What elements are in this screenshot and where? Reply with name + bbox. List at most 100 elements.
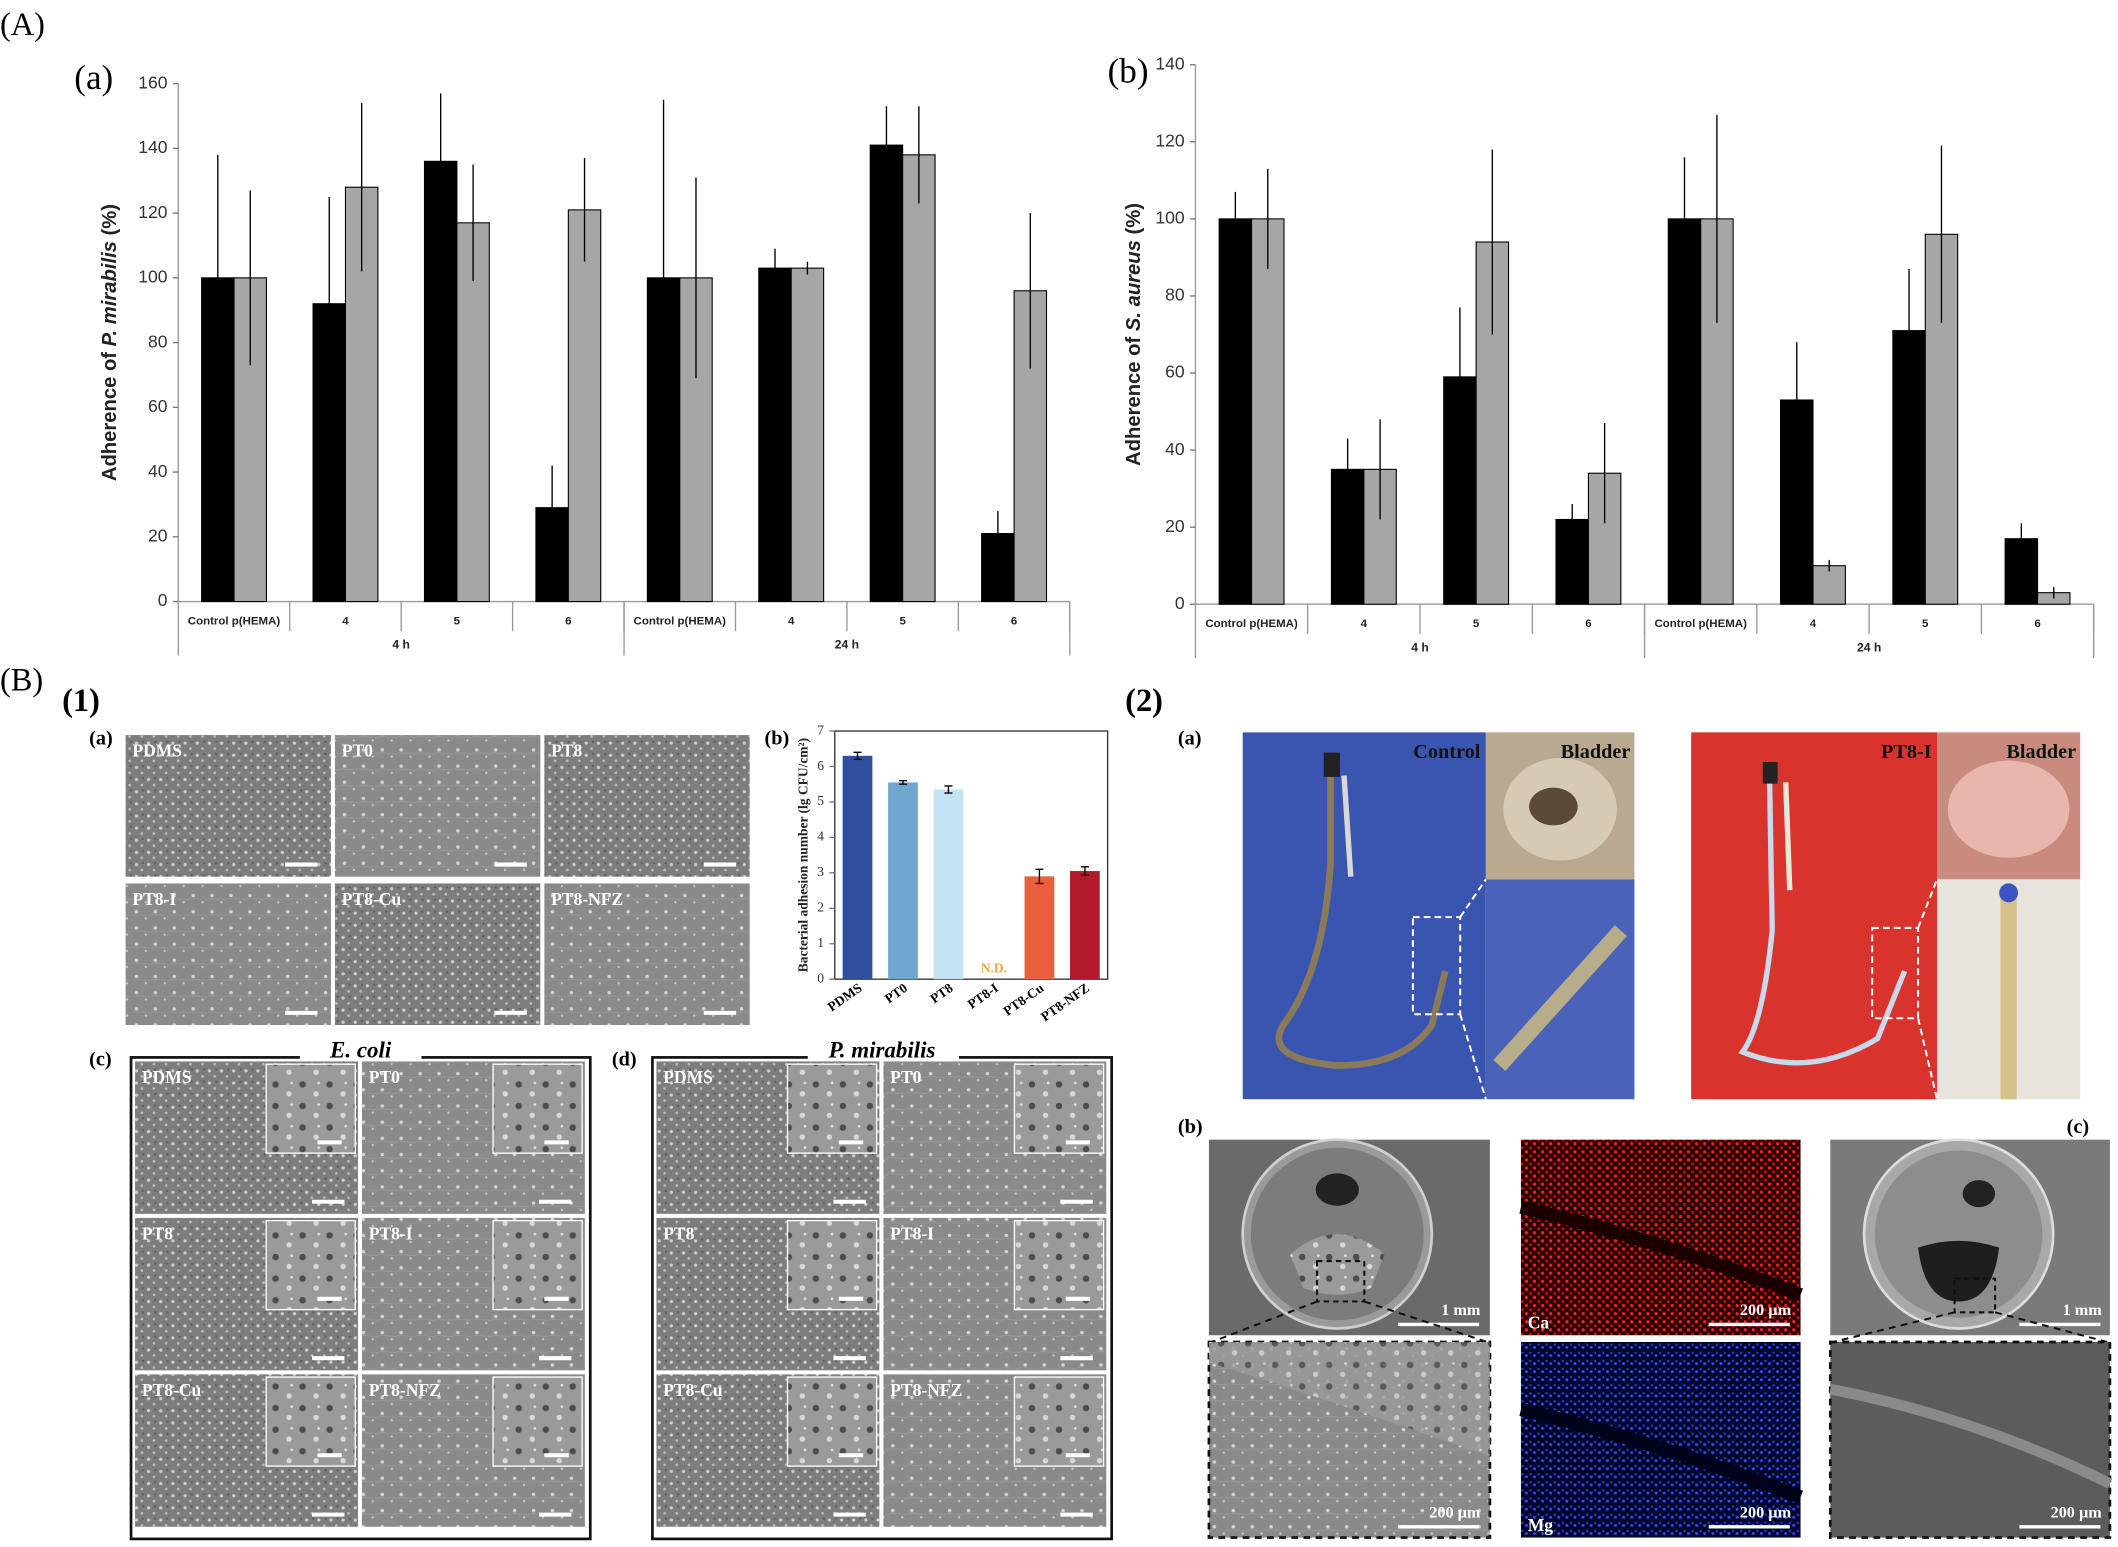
y-tick-label: 60 (148, 396, 168, 416)
figure-label: (B) (0, 663, 43, 699)
micrograph-label: PT8-NFZ (890, 1380, 962, 1400)
micrograph-label: PT8-NFZ (369, 1380, 441, 1400)
photo-label: Control (1413, 741, 1481, 763)
bar (1070, 871, 1100, 980)
figure-label: (A) (0, 7, 45, 43)
bar (869, 144, 904, 603)
map-label: Ca (1528, 1313, 1550, 1333)
bar (842, 755, 873, 980)
x-tick-label: 4 (1810, 618, 1817, 630)
x-tick-label: Control p(HEMA) (1654, 618, 1747, 630)
y-axis-label-part: S. aureus (1123, 240, 1145, 331)
micrograph-inset (265, 1219, 356, 1311)
y-axis-label-part: P. mirabilis (99, 241, 121, 346)
panel-label: (a) (1178, 728, 1202, 750)
micrograph-label: PT0 (890, 1067, 921, 1087)
micrograph-label: PDMS (132, 741, 182, 761)
panel-label: (c) (89, 1049, 111, 1071)
x-tick-label: PT0 (882, 980, 910, 1006)
y-axis-label-part: Adherence of (1123, 331, 1145, 466)
micrograph-label: PT8-Cu (342, 889, 402, 909)
x-tick-label: PDMS (825, 980, 865, 1014)
x-tick-label: 5 (899, 615, 906, 627)
sem-treated: 1 mm 200 µm (1828, 1138, 2113, 1539)
micrograph-label: PT0 (369, 1067, 400, 1087)
x-tick-label: Control p(HEMA) (1205, 618, 1298, 630)
micrograph-inset (1013, 1219, 1105, 1311)
chart-title: (b) (765, 728, 790, 750)
micrograph-label: PT8 (551, 741, 582, 761)
y-tick-label: 0 (817, 970, 824, 985)
y-tick-label: 160 (138, 72, 168, 92)
micrograph-inset (1013, 1376, 1105, 1467)
scale-label: 200 µm (1740, 1503, 1792, 1521)
micrograph-inset (1013, 1063, 1105, 1154)
x-tick-label: 5 (1473, 618, 1480, 630)
y-tick-label: 6 (817, 758, 824, 773)
y-axis-label-part: (%) (1123, 203, 1145, 240)
title-bg (299, 1035, 422, 1063)
chart-title: (b) (1108, 51, 1149, 90)
bar (888, 782, 918, 980)
y-tick-label: 0 (158, 590, 168, 610)
scale-label: 200 µm (1429, 1503, 1481, 1521)
y-tick-label: 20 (1165, 516, 1185, 536)
y-tick-label: 140 (1155, 53, 1185, 73)
micrograph-inset (265, 1376, 356, 1467)
micrograph (125, 883, 331, 1026)
bar (790, 267, 825, 603)
micrograph-label: PDMS (142, 1067, 192, 1087)
x-tick-label: PT8 (927, 980, 955, 1006)
y-tick-label: 3 (817, 864, 824, 879)
bar (933, 789, 964, 980)
group-label: 24 h (1857, 640, 1881, 654)
micrograph (334, 883, 541, 1026)
scale-label: 1 mm (1441, 1301, 1481, 1319)
x-tick-label: PT8-NFZ (1038, 980, 1092, 1024)
micrograph-label: PT8-NFZ (551, 889, 623, 909)
micrograph-inset (786, 1219, 878, 1311)
y-axis-label-part: Bacterial adhesion number (lg CFU/cm²) (796, 738, 811, 972)
y-tick-label: 100 (138, 267, 168, 287)
y-tick-label: 120 (1155, 131, 1185, 151)
plot-frame (834, 730, 1109, 980)
panel-title: P. mirabilis (828, 1037, 936, 1062)
y-tick-label: 80 (1165, 285, 1185, 305)
bar (1812, 565, 1846, 605)
bar (567, 209, 602, 603)
y-tick-label: 20 (148, 526, 168, 546)
treated-photo: PT8-I Bladder (1691, 732, 2081, 1100)
micrograph (125, 735, 331, 877)
x-tick-label: PT8-I (965, 980, 1001, 1012)
x-tick-label: 4 (788, 615, 795, 627)
x-tick-label: 6 (565, 615, 571, 627)
y-axis-label-part: Adherence of (99, 346, 121, 481)
group-label: 4 h (392, 638, 410, 652)
panel-label: (1) (62, 683, 100, 719)
sem-cross-section: 1 mm 200 µm (1207, 1138, 1492, 1539)
micrograph (544, 883, 750, 1026)
scale-label: 200 µm (2051, 1503, 2103, 1521)
y-tick-label: 1 (817, 935, 824, 950)
panel-label: (d) (612, 1049, 637, 1071)
bar (1667, 218, 1702, 605)
micrograph-inset (492, 1219, 583, 1311)
x-tick-label: Control p(HEMA) (188, 615, 281, 627)
micrograph-label: PT8-Cu (142, 1380, 202, 1400)
y-tick-label: 7 (817, 722, 824, 737)
x-tick-label: 4 (1361, 618, 1368, 630)
annotation: N.D. (981, 960, 1007, 975)
bar (758, 267, 792, 603)
x-tick-label: 6 (1011, 615, 1017, 627)
micrograph-label: PT0 (342, 741, 373, 761)
photo-label: Bladder (2006, 741, 2076, 763)
micrograph (544, 735, 750, 877)
x-tick-label: 5 (454, 615, 461, 627)
x-tick-label: Control p(HEMA) (634, 615, 727, 627)
micrograph-inset (492, 1063, 583, 1154)
y-tick-label: 2 (817, 900, 824, 915)
y-tick-label: 40 (1165, 439, 1185, 459)
y-tick-label: 120 (138, 202, 168, 222)
y-axis-label: Adherence of S. aureus (%) (1123, 203, 1145, 466)
